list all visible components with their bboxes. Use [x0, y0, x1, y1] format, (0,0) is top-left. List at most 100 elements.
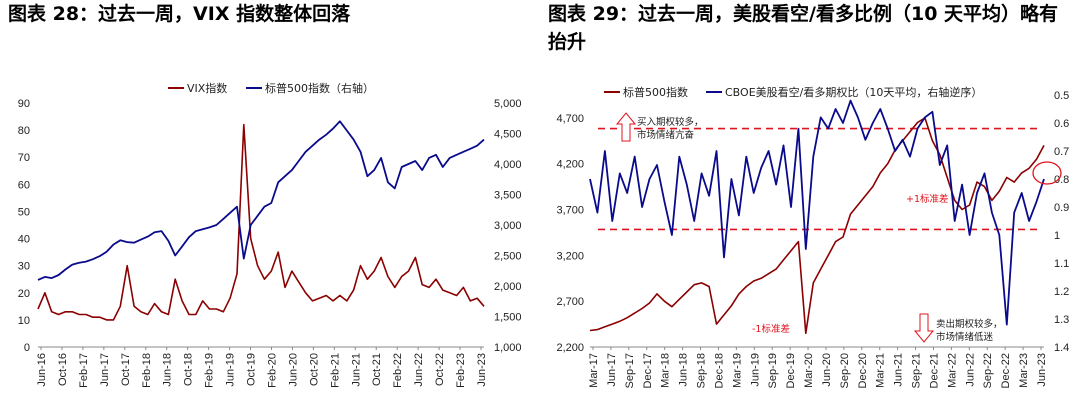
down-arrow-icon — [913, 313, 935, 343]
x-tick-label: Sep-20 — [839, 353, 851, 388]
x-tick-label: Jun-19 — [225, 353, 237, 387]
x-tick-label: Sep-17 — [624, 353, 636, 388]
y-left-tick-label: 90 — [18, 98, 30, 110]
y-right-tick-label: 5,000 — [494, 98, 522, 110]
y-right-tick-label: 1.3 — [1054, 314, 1069, 326]
y-right-tick-label: 1 — [1054, 230, 1060, 242]
legend-label-vix: VIX指数 — [187, 81, 227, 95]
x-tick-label: Jun-21 — [893, 353, 905, 387]
y-left-tick-label: 3,700 — [556, 205, 584, 217]
y-right-tick-label: 1,000 — [494, 342, 522, 354]
sp500-series-line — [37, 120, 485, 281]
x-tick-label: Mar-18 — [660, 353, 672, 388]
y-left-tick-label: 3,200 — [556, 250, 584, 262]
y-right-tick-label: 1.4 — [1054, 342, 1069, 354]
y-right-tick-label: 3,000 — [494, 220, 522, 232]
x-tick-label: Dec-22 — [1000, 353, 1012, 388]
x-tick-label: Jun-22 — [413, 353, 425, 387]
x-tick-label: Dec-18 — [713, 353, 725, 388]
y-left-tick-label: 4,200 — [556, 159, 584, 171]
highlight-circle — [1032, 161, 1062, 185]
annotation-text: 市场情绪亢奋 — [637, 129, 695, 141]
x-tick-label: Jun-23 — [1036, 353, 1048, 387]
x-tick-label: Dec-21 — [928, 353, 940, 388]
y-right-tick-label: 1.1 — [1054, 258, 1069, 270]
x-tick-label: Oct-21 — [371, 353, 383, 386]
vix-sp500-chart: 0 10 20 30 40 50 60 70 80 90 1,000 1,500 2,000 2,500 3… — [18, 81, 522, 388]
y-right-tick-label: 3,500 — [494, 190, 522, 202]
y-left-tick-label: 70 — [18, 152, 30, 164]
x-tick-label: Oct-20 — [308, 353, 320, 386]
legend-label-sp500: 标普500指数（右轴） — [265, 81, 374, 95]
x-tick-label: Sep-18 — [696, 353, 708, 388]
x-tick-label: Feb-20 — [266, 353, 278, 388]
legend-label-putcall: CBOE美股看空/看多期权比（10天平均，右轴逆序） — [725, 85, 982, 99]
annotation-text: 市场情绪低迷 — [936, 331, 994, 343]
y-right-tick-label: 0.8 — [1054, 174, 1069, 186]
x-tick-label: Oct-22 — [434, 353, 446, 386]
y-left-tick-label: 2,700 — [556, 296, 584, 308]
x-tick-label: Mar-21 — [875, 353, 887, 388]
vix-series-line — [37, 123, 485, 321]
y-left-tick-label: 2,200 — [556, 342, 584, 354]
x-tick-label: Oct-18 — [183, 353, 195, 386]
x-tick-label: Mar-22 — [946, 353, 958, 388]
putcall-sp500-chart: 2,200 2,700 3,200 3,700 4,200 4,700 0.5 0.6 0.7 0… — [556, 85, 1069, 388]
right-chart-title: 图表 29：过去一周，美股看空/看多比例（10 天平均）略有抬升 — [548, 3, 1059, 53]
y-right-tick-label: 1.2 — [1054, 286, 1069, 298]
x-tick-label: Jun-17 — [99, 353, 111, 387]
y-left-tick-label: 4,700 — [556, 113, 584, 125]
y-left-tick-label: 20 — [18, 288, 30, 300]
x-tick-label: Jun-21 — [350, 353, 362, 387]
plus-1-stddev-label: +1标准差 — [906, 193, 949, 205]
x-tick-label: Jun-17 — [606, 353, 618, 387]
y-left-tick-label: 30 — [18, 261, 30, 273]
y-right-tick-label: 2,500 — [494, 251, 522, 263]
x-tick-label: Feb-19 — [204, 353, 216, 388]
y-right-tick-label: 0.9 — [1054, 202, 1069, 214]
x-tick-label: Jun-22 — [964, 353, 976, 387]
y-right-tick-label: 0.5 — [1054, 90, 1069, 102]
x-tick-label: Jun-18 — [162, 353, 174, 387]
x-tick-label: Mar-23 — [1018, 353, 1030, 388]
y-right-tick-label: 4,000 — [494, 159, 522, 171]
x-tick-label: Feb-23 — [455, 353, 467, 388]
x-tick-label: Feb-22 — [392, 353, 404, 388]
x-tick-label: Oct-16 — [57, 353, 69, 386]
x-tick-label: Mar-19 — [731, 353, 743, 388]
annotation-text: 买入期权较多， — [637, 116, 704, 128]
x-tick-label: Sep-19 — [767, 353, 779, 388]
legend-label-sp500: 标普500指数 — [623, 85, 688, 99]
up-arrow-icon — [615, 112, 637, 142]
y-left-tick-label: 10 — [18, 315, 30, 327]
minus-1-stddev-label: -1标准差 — [752, 323, 790, 335]
x-tick-label: Sep-22 — [982, 353, 994, 388]
x-tick-label: Jun-23 — [476, 353, 488, 387]
y-left-tick-label: 60 — [18, 179, 30, 191]
left-chart-title: 图表 28：过去一周，VIX 指数整体回落 — [8, 3, 351, 25]
y-right-tick-label: 4,500 — [494, 129, 522, 141]
x-tick-label: Dec-17 — [642, 353, 654, 388]
x-tick-label: Jun-16 — [36, 353, 48, 387]
x-tick-label: Feb-21 — [329, 353, 341, 388]
annotation-text: 卖出期权较多， — [936, 318, 1003, 330]
putcall-ratio-series-line — [589, 99, 1045, 326]
x-tick-label: Dec-19 — [785, 353, 797, 388]
y-right-tick-label: 1,500 — [494, 312, 522, 324]
sp500-series-line — [589, 117, 1045, 335]
x-tick-label: Feb-17 — [78, 353, 90, 388]
y-right-tick-label: 0.7 — [1054, 146, 1069, 158]
x-tick-label: Sep-21 — [911, 353, 923, 388]
x-tick-label: Feb-18 — [141, 353, 153, 388]
x-tick-label: Oct-19 — [246, 353, 258, 386]
x-tick-label: Jun-18 — [678, 353, 690, 387]
x-tick-label: Mar-17 — [588, 353, 600, 388]
x-tick-label: Dec-20 — [857, 353, 869, 388]
x-tick-label: Mar-20 — [803, 353, 815, 388]
x-tick-label: Jun-19 — [749, 353, 761, 387]
y-left-tick-label: 80 — [18, 125, 30, 137]
x-tick-label: Jun-20 — [287, 353, 299, 387]
y-right-tick-label: 2,000 — [494, 281, 522, 293]
y-left-tick-label: 40 — [18, 234, 30, 246]
